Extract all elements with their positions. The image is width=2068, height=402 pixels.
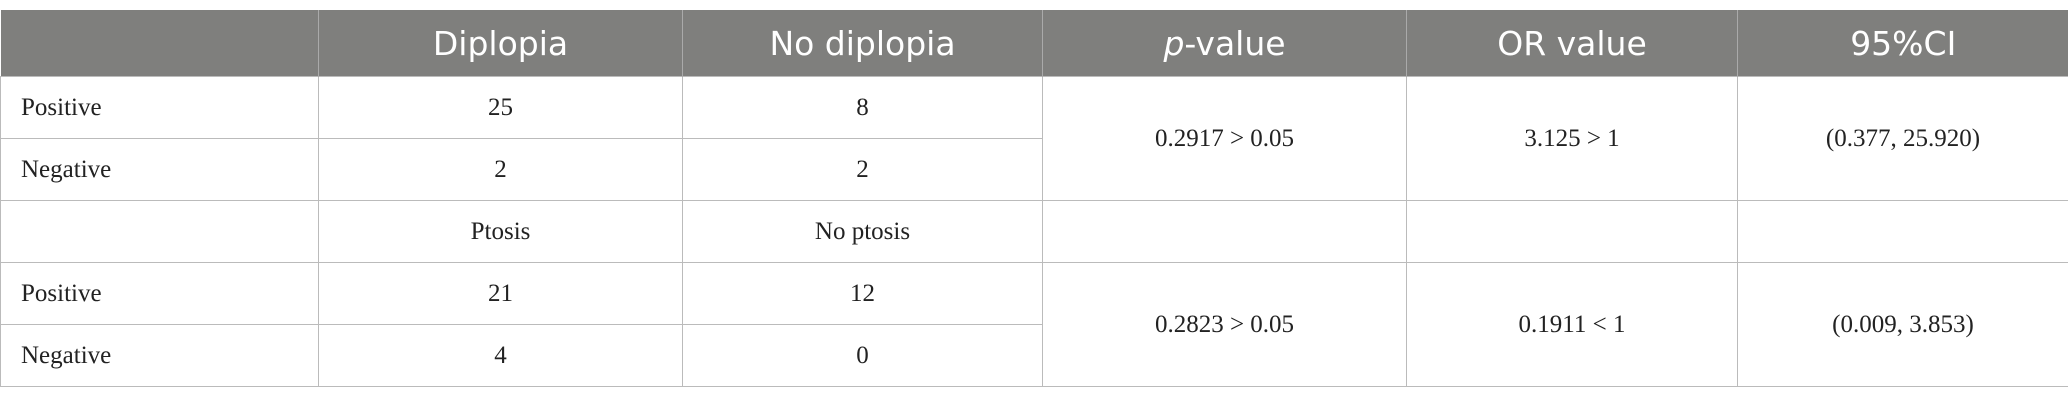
table-cell: 4 bbox=[318, 324, 683, 387]
header-text: No diplopia bbox=[769, 23, 956, 63]
table-cell: Negative bbox=[0, 324, 319, 387]
cell-text: 2 bbox=[856, 155, 869, 183]
table-cell: 25 bbox=[318, 76, 683, 139]
cell-text: Positive bbox=[21, 93, 102, 121]
table-row: Ptosis No ptosis bbox=[0, 200, 2068, 263]
table-row: Positive 25 8 0.2917 > 0.05 3.125 > 1 (0.377,… bbox=[0, 76, 2068, 201]
table-cell: Positive bbox=[0, 76, 319, 139]
cell-text: 0.1911 < 1 bbox=[1518, 310, 1626, 338]
cell-text: Positive bbox=[21, 279, 102, 307]
table-body: Positive 25 8 0.2917 > 0.05 3.125 > 1 (0.377,… bbox=[0, 76, 2068, 387]
cell-text: 12 bbox=[850, 279, 875, 307]
cell-text: 0 bbox=[856, 341, 869, 369]
cell-text: 2 bbox=[494, 155, 507, 183]
table-row: Negative 4 0 bbox=[0, 324, 2068, 387]
table-cell: No ptosis bbox=[682, 200, 1043, 263]
table-cell: Positive bbox=[0, 262, 319, 325]
cell-text: 4 bbox=[494, 341, 507, 369]
header-cell: Diplopia bbox=[318, 10, 683, 77]
table-cell: 0.2917 > 0.05 bbox=[1042, 76, 1407, 201]
table-cell bbox=[1406, 200, 1738, 263]
table-cell: Ptosis bbox=[318, 200, 683, 263]
cell-text: Negative bbox=[21, 155, 112, 183]
header-cell: p-value bbox=[1042, 10, 1407, 77]
header-text: Diplopia bbox=[432, 23, 569, 63]
table-cell bbox=[1737, 200, 2068, 263]
header-text: p bbox=[1163, 23, 1185, 63]
table-cell: (0.377, 25.920) bbox=[1737, 76, 2068, 201]
cell-text: 0.2823 > 0.05 bbox=[1154, 310, 1295, 338]
table-cell: 8 bbox=[682, 76, 1043, 139]
table-cell: (0.009, 3.853) bbox=[1737, 262, 2068, 387]
table-cell: 0.2823 > 0.05 bbox=[1042, 262, 1407, 387]
table-cell: 2 bbox=[318, 138, 683, 201]
header-cell: 95%CI bbox=[1737, 10, 2068, 77]
cell-text: 21 bbox=[488, 279, 513, 307]
header-cell: No diplopia bbox=[682, 10, 1043, 77]
cell-text: 3.125 > 1 bbox=[1524, 124, 1620, 152]
table-cell: 2 bbox=[682, 138, 1043, 201]
table-cell bbox=[1042, 200, 1407, 263]
cell-text: 8 bbox=[856, 93, 869, 121]
table-cell bbox=[0, 200, 319, 263]
table-cell: Negative bbox=[0, 138, 319, 201]
table-cell: 12 bbox=[682, 262, 1043, 325]
cell-text: Negative bbox=[21, 341, 112, 369]
table-row: Positive 21 12 0.2823 > 0.05 0.1911 < 1 (0.00… bbox=[0, 262, 2068, 387]
data-table: Diplopia No diplopia p-value OR value 95%CI … bbox=[0, 10, 2068, 387]
cell-text: Ptosis bbox=[470, 217, 531, 245]
cell-text: (0.377, 25.920) bbox=[1825, 124, 1981, 152]
header-cell: OR value bbox=[1406, 10, 1738, 77]
cell-text: 25 bbox=[488, 93, 513, 121]
table-cell: 21 bbox=[318, 262, 683, 325]
table-cell: 0.1911 < 1 bbox=[1406, 262, 1738, 387]
table-row: Negative 2 2 bbox=[0, 138, 2068, 201]
cell-text: (0.009, 3.853) bbox=[1832, 310, 1974, 338]
header-cell bbox=[0, 10, 319, 77]
cell-text: No ptosis bbox=[814, 217, 911, 245]
header-text: 95%CI bbox=[1850, 23, 1957, 63]
header-text: -value bbox=[1184, 23, 1286, 63]
header-text: OR value bbox=[1497, 23, 1647, 63]
cell-text: 0.2917 > 0.05 bbox=[1154, 124, 1295, 152]
header-row: Diplopia No diplopia p-value OR value 95%CI bbox=[0, 10, 2068, 77]
table-cell: 0 bbox=[682, 324, 1043, 387]
table-cell: 3.125 > 1 bbox=[1406, 76, 1738, 201]
